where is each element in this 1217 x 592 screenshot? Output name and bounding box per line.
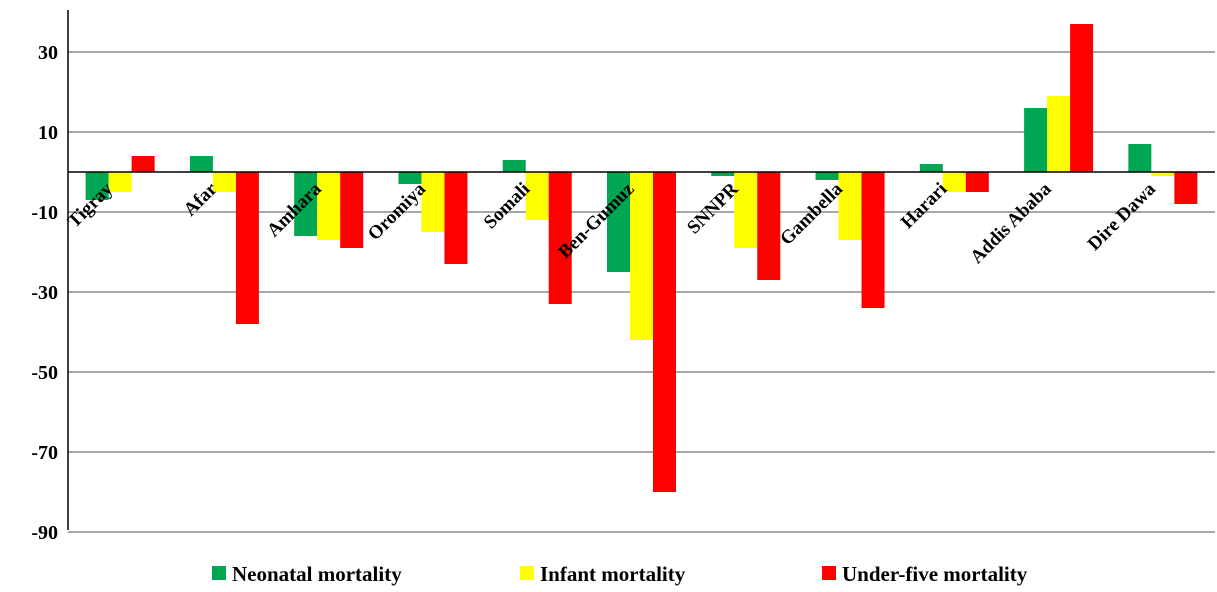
legend-label: Under-five mortality xyxy=(842,562,1028,586)
bar-under-five-mortality xyxy=(1174,172,1198,204)
bar-infant-mortality xyxy=(421,172,445,232)
y-tick-label: 30 xyxy=(38,42,58,64)
bar-under-five-mortality xyxy=(340,172,364,248)
bar-infant-mortality xyxy=(838,172,862,240)
bar-under-five-mortality xyxy=(757,172,781,280)
bar-under-five-mortality xyxy=(235,172,259,324)
bar-infant-mortality xyxy=(525,172,549,220)
bar-under-five-mortality xyxy=(131,156,155,172)
bar-under-five-mortality xyxy=(861,172,885,308)
legend-label: Infant mortality xyxy=(540,562,686,586)
bar-neonatal-mortality xyxy=(815,172,839,180)
bar-neonatal-mortality xyxy=(711,172,735,176)
y-tick-label: -30 xyxy=(31,282,58,304)
legend-swatch xyxy=(212,566,226,580)
y-tick-labels: 30 10 -10 -30 -50 -70 -90 xyxy=(31,42,58,544)
bars xyxy=(85,24,1198,492)
y-tick-label: -90 xyxy=(31,522,58,544)
bar-under-five-mortality xyxy=(1070,24,1094,172)
bar-infant-mortality xyxy=(1047,96,1071,172)
bar-infant-mortality xyxy=(317,172,341,240)
bar-neonatal-mortality xyxy=(919,164,943,172)
bar-neonatal-mortality xyxy=(189,156,213,172)
category-label: SNNPR xyxy=(683,178,743,238)
bar-under-five-mortality xyxy=(444,172,468,264)
bar-neonatal-mortality xyxy=(1024,108,1048,172)
bar-infant-mortality xyxy=(212,172,236,192)
y-tick-label: -70 xyxy=(31,442,58,464)
bar-infant-mortality xyxy=(942,172,966,192)
bar-infant-mortality xyxy=(108,172,132,192)
legend-swatch xyxy=(822,566,836,580)
bar-infant-mortality xyxy=(1151,172,1175,176)
bar-under-five-mortality xyxy=(653,172,676,492)
bar-infant-mortality xyxy=(734,172,758,248)
y-tick-label: -50 xyxy=(31,362,58,384)
bar-infant-mortality xyxy=(630,172,653,340)
bar-neonatal-mortality xyxy=(398,172,422,184)
bar-neonatal-mortality xyxy=(607,172,630,272)
legend: Neonatal mortality Infant mortality Under-… xyxy=(212,562,1028,586)
bar-neonatal-mortality xyxy=(1128,144,1152,172)
bar-neonatal-mortality xyxy=(294,172,318,236)
bar-neonatal-mortality xyxy=(85,172,109,200)
category-label: Dire Dawa xyxy=(1084,178,1161,255)
bar-under-five-mortality xyxy=(548,172,572,304)
bar-neonatal-mortality xyxy=(502,160,526,172)
category-label: Harari xyxy=(897,179,951,233)
bar-under-five-mortality xyxy=(965,172,989,192)
y-tick-label: 10 xyxy=(38,122,58,144)
legend-swatch xyxy=(520,566,534,580)
legend-label: Neonatal mortality xyxy=(232,562,402,586)
y-tick-label: -10 xyxy=(31,202,58,224)
category-label: Gambella xyxy=(776,178,847,249)
